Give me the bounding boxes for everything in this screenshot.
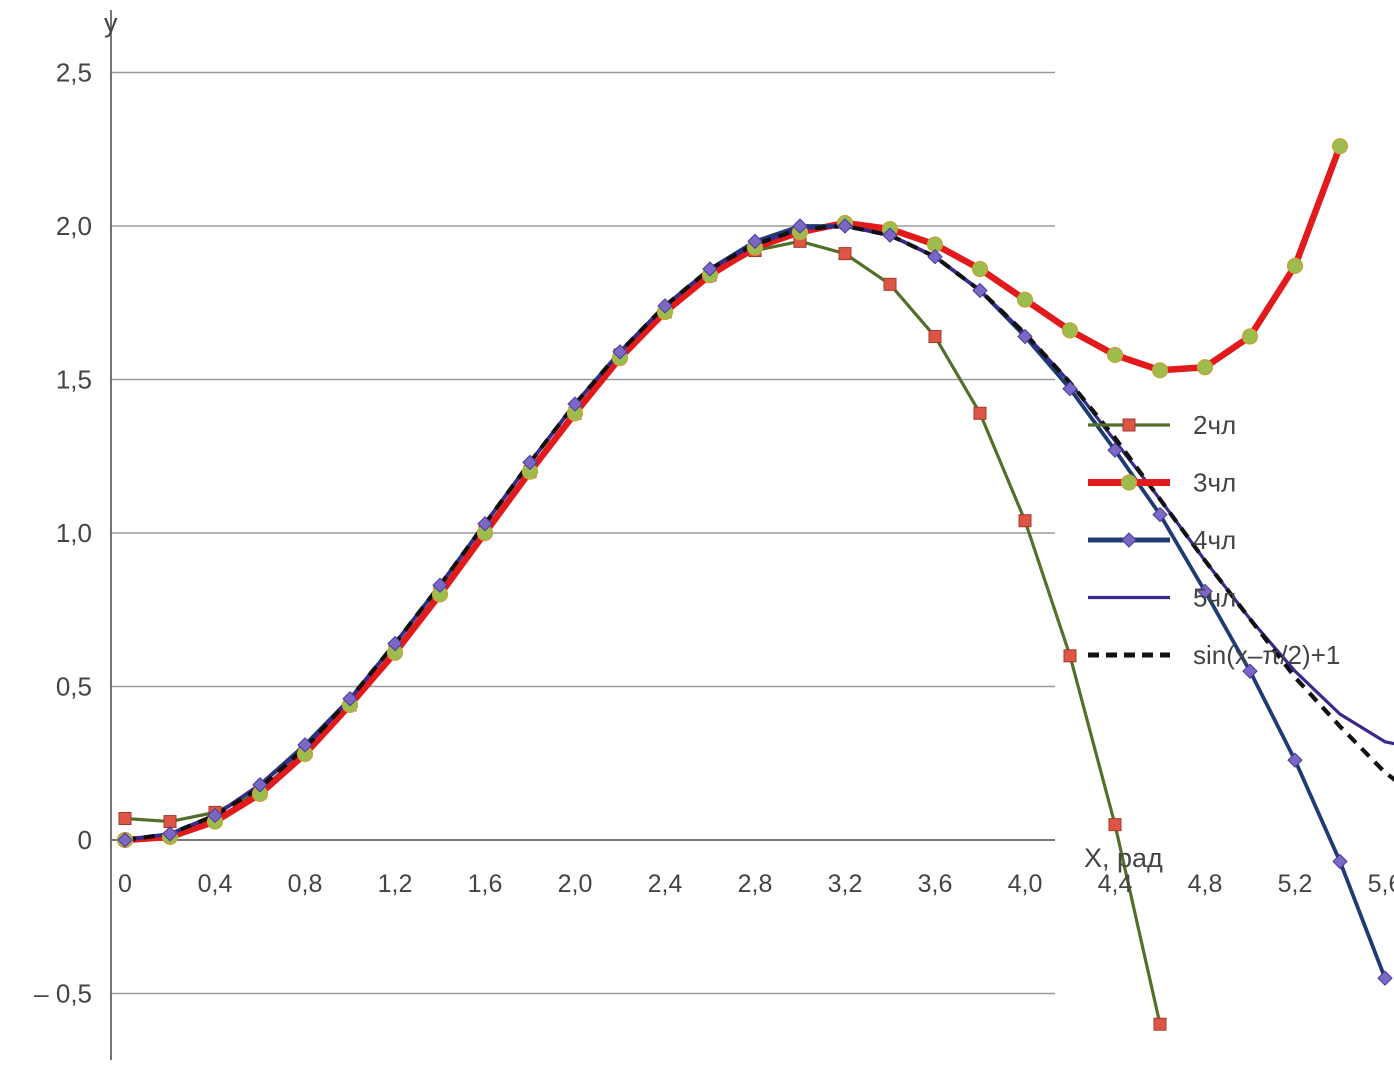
marker-diamond	[837, 218, 853, 234]
x-tick-label: 1,6	[468, 870, 503, 898]
y-tick-label: 1,5	[56, 365, 92, 395]
x-tick-label: 3,2	[828, 870, 863, 898]
marker-diamond	[1287, 752, 1303, 768]
marker-square	[838, 247, 852, 261]
marker-diamond	[117, 832, 133, 848]
x-tick-label: 5,6	[1368, 870, 1394, 898]
series-markers	[116, 138, 1393, 1031]
x-tick-label: 2,4	[648, 870, 683, 898]
legend-label: 3чл	[1193, 468, 1236, 498]
x-tick-label: 2,0	[558, 870, 593, 898]
legend: 2чл 3чл 4чл 5чл sin(x–π/2)+1	[1088, 410, 1340, 670]
marker-diamond	[162, 826, 178, 842]
marker-square	[1063, 649, 1077, 663]
y-tick-labels: 2,5 2,0 1,5 1,0 0,5 0 – 0,5	[34, 58, 92, 1009]
marker-diamond	[1107, 442, 1123, 458]
marker-square	[118, 812, 132, 826]
marker-diamond	[342, 691, 358, 707]
y-tick-label: 2,0	[56, 211, 92, 241]
marker-square	[163, 815, 177, 829]
legend-marker-diamond	[1121, 532, 1137, 548]
x-tick-label: 0	[118, 870, 132, 898]
grid-lines	[111, 71, 1055, 995]
y-tick-label: 0,5	[56, 672, 92, 702]
marker-circle	[1331, 138, 1349, 155]
marker-diamond	[1377, 970, 1393, 986]
marker-diamond	[297, 737, 313, 753]
marker-square	[1018, 514, 1032, 528]
marker-diamond	[1017, 328, 1033, 345]
marker-diamond	[387, 635, 403, 652]
marker-diamond	[1242, 663, 1258, 679]
legend-label: 2чл	[1193, 410, 1236, 440]
x-tick-label: 4,4	[1098, 870, 1133, 898]
marker-diamond	[207, 807, 223, 824]
marker-diamond	[792, 218, 808, 234]
x-tick-label: 4,0	[1008, 870, 1043, 898]
marker-diamond	[1332, 853, 1348, 870]
marker-diamond	[522, 454, 538, 471]
x-tick-label: 4,8	[1188, 870, 1223, 898]
marker-diamond	[1062, 381, 1078, 397]
marker-diamond	[1152, 506, 1168, 523]
x-tick-label: 0,4	[198, 870, 233, 898]
marker-diamond	[477, 516, 493, 532]
marker-square	[1108, 818, 1122, 832]
marker-square	[973, 406, 987, 420]
x-tick-labels: 0 0,4 0,8 1,2 1,6 2,0 2,4 2,8 3,2 3,6 4,0 4,4 4,8 5,2…	[118, 870, 1394, 898]
marker-diamond	[252, 777, 268, 793]
legend-item: sin(x–π/2)+1	[1088, 640, 1340, 670]
marker-square	[928, 330, 942, 344]
x-tick-label: 3,6	[918, 870, 953, 898]
marker-circle	[1106, 346, 1124, 364]
x-tick-label: 1,2	[378, 870, 413, 898]
legend-label: sin(x–π/2)+1	[1193, 640, 1340, 670]
y-tick-label: 1,0	[56, 518, 92, 548]
legend-item: 5чл	[1088, 583, 1236, 613]
series-line-2	[121, 142, 1344, 844]
marker-square	[1153, 1017, 1167, 1031]
marker-circle	[1196, 359, 1214, 376]
y-tick-label: 0	[78, 825, 92, 855]
marker-circle	[1151, 362, 1169, 379]
marker-diamond	[747, 233, 763, 250]
legend-marker-square	[1122, 418, 1136, 432]
legend-item: 3чл	[1088, 468, 1236, 498]
legend-item: 2чл	[1088, 410, 1236, 440]
marker-circle	[1061, 322, 1079, 339]
marker-diamond	[567, 396, 583, 412]
legend-marker-circle	[1120, 474, 1138, 491]
marker-square	[883, 277, 897, 291]
marker-diamond	[612, 344, 628, 360]
marker-diamond	[432, 577, 448, 593]
marker-diamond	[972, 282, 988, 299]
x-tick-label: 0,8	[288, 870, 323, 898]
marker-diamond	[882, 227, 898, 243]
legend-label: 4чл	[1193, 525, 1236, 555]
y-tick-label: – 0,5	[34, 979, 92, 1009]
marker-diamond	[702, 261, 718, 277]
series-line-1	[123, 239, 1162, 1026]
marker-circle	[1016, 291, 1034, 308]
axes	[110, 10, 1055, 1060]
marker-diamond	[657, 298, 673, 314]
marker-circle	[1241, 328, 1259, 345]
legend-item: 4чл	[1088, 525, 1236, 555]
legend-label: 5чл	[1193, 583, 1236, 613]
marker-diamond	[1197, 583, 1213, 600]
y-axis-title: y	[104, 8, 118, 38]
x-axis-title: X, рад	[1084, 843, 1163, 873]
x-tick-label: 5,2	[1278, 870, 1313, 898]
x-tick-label: 2,8	[738, 870, 773, 898]
y-tick-label: 2,5	[56, 58, 92, 88]
marker-circle	[1286, 257, 1304, 275]
marker-circle	[971, 260, 989, 278]
marker-diamond	[927, 248, 943, 265]
